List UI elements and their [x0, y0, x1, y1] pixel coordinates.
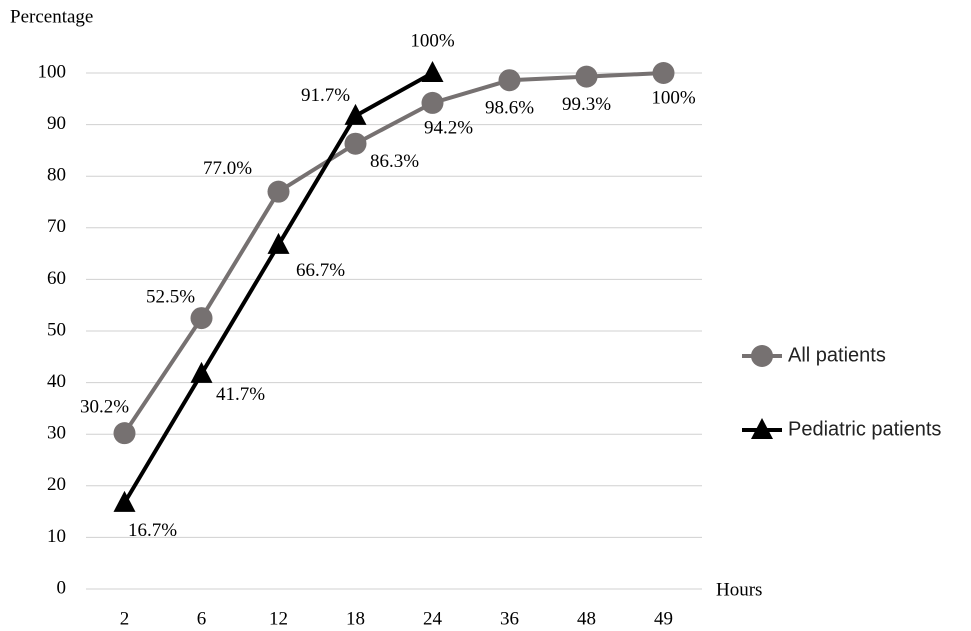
data-label: 98.6% — [485, 98, 534, 119]
data-point — [190, 361, 213, 383]
data-point — [421, 91, 444, 114]
x-tick-label: 18 — [346, 608, 365, 629]
legend-label: All patients — [788, 344, 886, 366]
legend-label: Pediatric patients — [788, 418, 941, 440]
legend-marker — [751, 418, 773, 439]
x-tick-label: 24 — [423, 608, 443, 629]
data-label: 91.7% — [301, 85, 350, 106]
data-point — [498, 69, 521, 92]
data-point — [344, 132, 367, 155]
data-label: 66.7% — [296, 260, 345, 281]
x-tick-label: 36 — [500, 608, 519, 629]
data-point — [267, 180, 290, 203]
x-tick-label: 12 — [269, 608, 288, 629]
y-tick-label: 60 — [47, 268, 66, 289]
data-point — [113, 490, 136, 512]
y-tick-label: 40 — [47, 371, 66, 392]
series-line — [122, 71, 664, 435]
data-label: 100% — [410, 30, 455, 51]
data-label: 100% — [651, 87, 696, 108]
data-point — [344, 103, 367, 125]
data-label: 41.7% — [216, 384, 265, 405]
data-label: 99.3% — [562, 94, 611, 115]
y-tick-label: 30 — [47, 423, 66, 444]
data-point — [113, 422, 136, 445]
y-tick-label: 70 — [47, 216, 66, 237]
data-point — [652, 62, 675, 84]
y-tick-label: 90 — [47, 113, 66, 134]
data-label: 77.0% — [203, 158, 252, 179]
data-label: 30.2% — [80, 397, 129, 418]
y-tick-label: 10 — [47, 526, 66, 547]
x-axis-title: Hours — [716, 579, 762, 600]
data-label: 86.3% — [370, 151, 419, 172]
x-tick-label: 48 — [577, 608, 596, 629]
data-point — [190, 307, 213, 330]
y-tick-label: 0 — [57, 577, 67, 598]
y-tick-label: 20 — [47, 474, 66, 495]
data-point — [267, 232, 290, 254]
legend-marker — [751, 345, 773, 367]
y-tick-label: 80 — [47, 165, 66, 186]
x-tick-label: 49 — [654, 608, 673, 629]
x-tick-label: 6 — [197, 608, 207, 629]
y-tick-label: 50 — [47, 319, 66, 340]
data-label: 94.2% — [424, 117, 473, 138]
data-label: 16.7% — [128, 520, 177, 541]
data-label: 52.5% — [146, 286, 195, 307]
y-tick-label: 100 — [38, 61, 67, 82]
data-point — [575, 65, 598, 88]
data-point — [421, 61, 444, 82]
y-axis-title: Percentage — [10, 6, 93, 27]
x-tick-label: 2 — [120, 608, 130, 629]
